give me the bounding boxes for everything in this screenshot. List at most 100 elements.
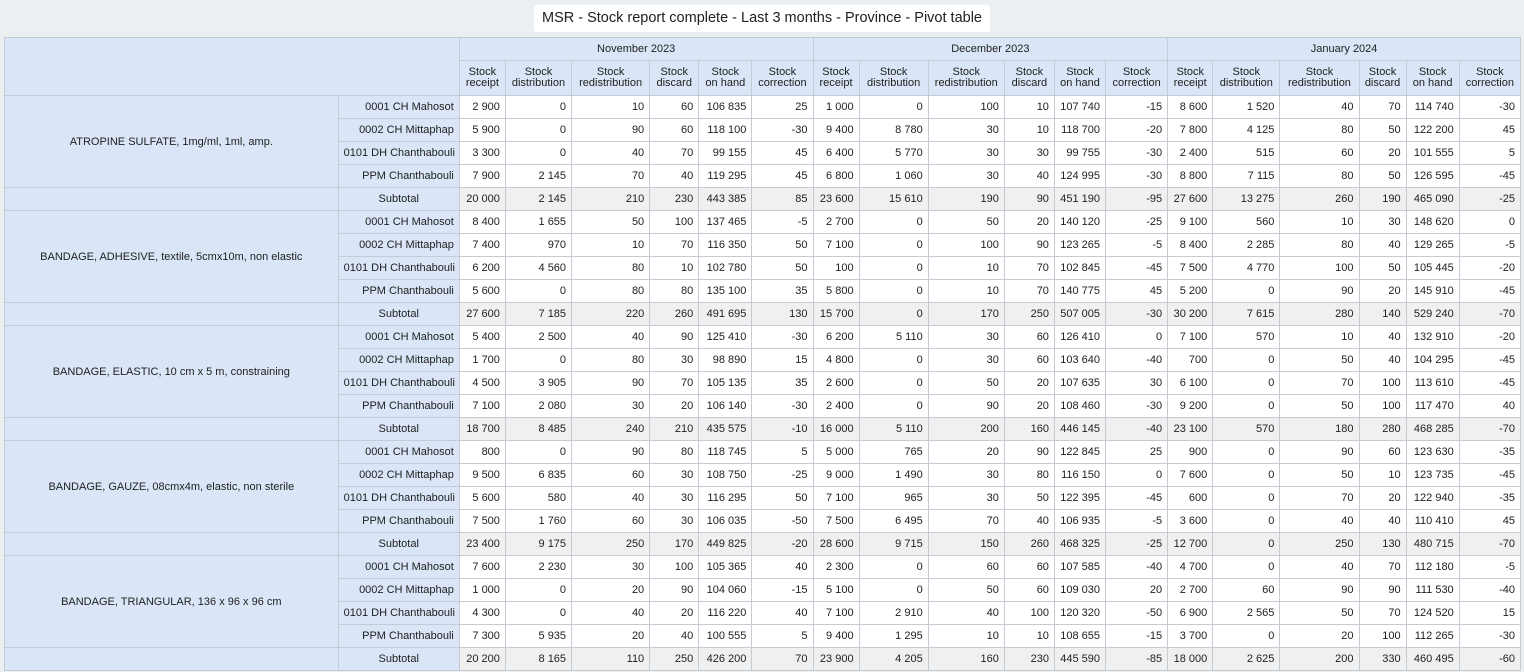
value-cell[interactable]: 9 400 [812,624,860,648]
subtotal-value-cell[interactable]: 460 495 [1405,647,1460,671]
row-header-org-unit[interactable]: PPM Chanthabouli [337,394,460,418]
value-cell[interactable]: 110 410 [1405,509,1460,533]
subtotal-value-cell[interactable]: 260 [1003,532,1055,556]
value-cell[interactable]: 90 [571,118,651,142]
value-cell[interactable]: 60 [1279,141,1360,165]
subtotal-value-cell[interactable]: 491 695 [698,302,753,326]
value-cell[interactable]: 50 [751,256,814,280]
value-cell[interactable]: 60 [1003,578,1055,602]
value-cell[interactable]: -45 [1458,463,1522,487]
value-cell[interactable]: 9 200 [1167,394,1214,418]
value-cell[interactable]: 50 [1003,486,1055,510]
value-cell[interactable]: 80 [1279,164,1360,188]
value-cell[interactable]: 90 [649,325,700,349]
subtotal-value-cell[interactable]: 130 [751,302,814,326]
value-cell[interactable]: 120 320 [1053,601,1107,625]
subtotal-value-cell[interactable]: 570 [1212,417,1281,441]
subtotal-value-cell[interactable]: 4 205 [858,647,929,671]
subtotal-value-cell[interactable]: 465 090 [1405,187,1460,211]
value-cell[interactable]: 10 [1003,118,1055,142]
value-cell[interactable]: 20 [571,578,651,602]
subtotal-value-cell[interactable]: 170 [649,532,700,556]
subtotal-value-cell[interactable]: 23 400 [458,532,506,556]
value-cell[interactable]: 80 [571,256,651,280]
subtotal-value-cell[interactable]: 20 000 [458,187,506,211]
value-cell[interactable]: 90 [1279,440,1360,464]
value-cell[interactable]: 137 465 [698,210,753,234]
value-cell[interactable]: 106 035 [698,509,753,533]
value-cell[interactable]: 15 [1458,601,1522,625]
value-cell[interactable]: 105 365 [698,555,753,579]
value-cell[interactable]: 9 500 [458,463,506,487]
value-cell[interactable]: -30 [751,118,814,142]
value-cell[interactable]: 107 740 [1053,95,1107,119]
value-cell[interactable]: 122 940 [1405,486,1460,510]
value-cell[interactable]: 50 [1279,463,1360,487]
value-cell[interactable]: -30 [1458,95,1522,119]
value-cell[interactable]: 80 [1003,463,1055,487]
value-cell[interactable]: 6 400 [812,141,860,165]
value-cell[interactable]: 7 100 [458,394,506,418]
value-cell[interactable]: 0 [1212,509,1281,533]
subtotal-value-cell[interactable]: 445 590 [1053,647,1107,671]
column-header-stock-redistribution[interactable]: Stock redistribution [927,60,1005,96]
value-cell[interactable]: 105 445 [1405,256,1460,280]
value-cell[interactable]: -35 [1458,440,1522,464]
value-cell[interactable]: 0 [858,256,929,280]
value-cell[interactable]: 2 145 [504,164,573,188]
value-cell[interactable]: 99 155 [698,141,753,165]
value-cell[interactable]: 126 595 [1405,164,1460,188]
value-cell[interactable]: -40 [1458,578,1522,602]
subtotal-value-cell[interactable]: 480 715 [1405,532,1460,556]
value-cell[interactable]: 80 [649,440,700,464]
value-cell[interactable]: 965 [858,486,929,510]
value-cell[interactable]: 3 300 [458,141,506,165]
value-cell[interactable]: 40 [649,624,700,648]
value-cell[interactable]: 40 [1279,509,1360,533]
value-cell[interactable]: 5 770 [858,141,929,165]
subtotal-value-cell[interactable]: 12 700 [1167,532,1214,556]
value-cell[interactable]: 60 [649,95,700,119]
value-cell[interactable]: 50 [571,210,651,234]
value-cell[interactable]: 100 [1358,394,1407,418]
value-cell[interactable]: 112 265 [1405,624,1460,648]
value-cell[interactable]: 1 295 [858,624,929,648]
value-cell[interactable]: 100 [1358,371,1407,395]
value-cell[interactable]: 100 [649,210,700,234]
value-cell[interactable]: 1 700 [458,348,506,372]
value-cell[interactable]: 50 [751,486,814,510]
value-cell[interactable]: 8 400 [458,210,506,234]
value-cell[interactable]: 60 [571,463,651,487]
value-cell[interactable]: 5 [751,624,814,648]
value-cell[interactable]: 10 [1003,95,1055,119]
subtotal-value-cell[interactable]: 2 625 [1212,647,1281,671]
value-cell[interactable]: 30 [649,509,700,533]
value-cell[interactable]: 970 [504,233,573,257]
value-cell[interactable]: 90 [1358,578,1407,602]
subtotal-value-cell[interactable]: 23 100 [1167,417,1214,441]
value-cell[interactable]: 3 600 [1167,509,1214,533]
value-cell[interactable]: 60 [927,555,1005,579]
value-cell[interactable]: 20 [1003,210,1055,234]
value-cell[interactable]: -15 [751,578,814,602]
subtotal-value-cell[interactable]: 15 610 [858,187,929,211]
subtotal-value-cell[interactable]: -70 [1458,417,1522,441]
value-cell[interactable]: 20 [1358,279,1407,303]
subtotal-value-cell[interactable]: 250 [1279,532,1360,556]
value-cell[interactable]: 0 [858,233,929,257]
value-cell[interactable]: 0 [1212,440,1281,464]
value-cell[interactable]: 0 [1212,348,1281,372]
value-cell[interactable]: 0 [1212,624,1281,648]
value-cell[interactable]: 7 500 [458,509,506,533]
subtotal-value-cell[interactable]: 27 600 [1167,187,1214,211]
subtotal-value-cell[interactable]: 260 [1279,187,1360,211]
value-cell[interactable]: 0 [858,210,929,234]
value-cell[interactable]: 0 [504,279,573,303]
value-cell[interactable]: 800 [458,440,506,464]
column-header-stock-redistribution[interactable]: Stock redistribution [571,60,651,96]
value-cell[interactable]: 10 [1279,325,1360,349]
subtotal-value-cell[interactable]: -70 [1458,302,1522,326]
subtotal-value-cell[interactable]: 451 190 [1053,187,1107,211]
value-cell[interactable]: 70 [649,233,700,257]
value-cell[interactable]: 70 [1358,601,1407,625]
